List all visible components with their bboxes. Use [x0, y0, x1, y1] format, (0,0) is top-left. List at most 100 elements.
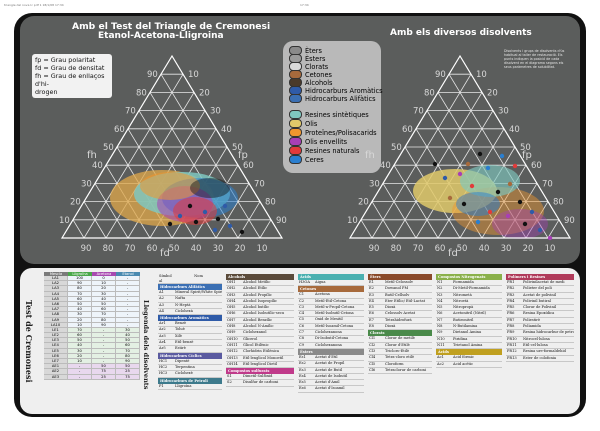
item-code: E2 — [369, 286, 374, 291]
item-name: Poliamida — [523, 324, 541, 329]
item-code: OH12 — [227, 349, 238, 354]
key-line: drogen — [35, 88, 58, 96]
item-code: Es1 — [299, 354, 306, 359]
item-code: PR6 — [507, 311, 515, 316]
table-row: AE1-50 50 — [44, 364, 140, 370]
tick-label-fd: 70 — [125, 244, 136, 254]
item-code: PR11 — [507, 342, 517, 347]
info-text: Disolvents i grups de disolvents d'ús ha… — [504, 49, 565, 69]
item-name: Glicerol — [243, 336, 258, 341]
section-header: Hidrocarburs de Petroli — [158, 377, 222, 384]
list-item: Ac2 Àcid acètic — [436, 362, 502, 368]
tick-label-fp: 60 — [531, 161, 542, 171]
list-item: N1 Formamida — [436, 280, 502, 287]
item-name: Ciclohexà — [175, 308, 193, 313]
legend-label: Resines sintètiques — [305, 110, 369, 119]
list-item: OH3 Alcohol Propílic — [226, 293, 294, 299]
item-name: Celossolv Acetat — [385, 311, 416, 316]
tick-label-fh: 80 — [424, 88, 435, 98]
table-cell: - — [116, 312, 140, 318]
triangle-outline — [348, 54, 572, 239]
list-item: OH5 Alcohol butílic — [226, 305, 294, 312]
item-code: Ar4 — [159, 340, 166, 345]
list-item: E7 Tetrahidrofurà — [368, 318, 432, 325]
diagram-panel: Amb el Test del Triangle de Cremonesi Et… — [20, 16, 580, 264]
ethers-column: Èters E1 Metil-Celossolv E2 Dowanol PM E3 Buti… — [368, 274, 432, 375]
item-name: Etil-benzè — [175, 340, 194, 345]
item-code: S2 — [227, 380, 232, 385]
item-code: OH13 — [227, 355, 238, 360]
list-item: OH6 Alcohol Isobutílic-secu — [226, 311, 294, 318]
item-name: Nitropropà — [453, 305, 474, 310]
item-code: Ar5 — [159, 346, 166, 351]
tick-label-fp: 10 — [188, 70, 199, 80]
list-item: Ar3 Xilè — [158, 334, 222, 341]
item-code: C7 — [299, 330, 305, 335]
list-item: OH9 Ciclohexanol — [226, 330, 294, 337]
item-name: Àcid acètic — [453, 361, 474, 366]
test-table-rows: LA1 100 0- LA2 90 10- LA3 80 20- LA4 70 30- LA5 60 40-… — [44, 276, 140, 380]
tick-label-fd: 50 — [169, 244, 180, 254]
solvent-point — [477, 151, 483, 157]
legend-label: Clorats — [305, 62, 329, 71]
table-row: AE2-75 25 — [44, 369, 140, 375]
header-cell: Mescla — [44, 272, 68, 276]
item-name: Acetat d'Amil — [315, 380, 340, 385]
item-name: Dowanol PM — [385, 286, 409, 291]
item-code: N4 — [437, 298, 443, 303]
item-name: Nitrocel·lulosa — [523, 336, 550, 341]
grid-line — [83, 73, 184, 239]
list-item: N4 Nitroetà — [436, 298, 502, 306]
section-header: Cetones — [298, 286, 364, 293]
table-cell: 40 — [116, 333, 140, 339]
left-diagram-title: Amb el Test del Triangle de Cremonesi — [72, 21, 271, 32]
item-name: N-Butilamina — [453, 324, 478, 329]
solvent-point — [505, 213, 511, 219]
mixture-point — [239, 229, 245, 235]
table-cell: 50 — [68, 301, 92, 308]
item-code: N9 — [437, 330, 443, 335]
legend-item: Ceres — [289, 155, 324, 164]
tick-label-fd: 20 — [523, 244, 534, 254]
grid-line — [94, 183, 129, 239]
item-name: Aigua — [315, 280, 326, 284]
item-name: Glicol Etilènic — [243, 342, 269, 347]
tick-label-fh: 70 — [125, 107, 136, 117]
grid-line — [371, 73, 472, 239]
grid-line — [393, 92, 483, 239]
solvent-point — [487, 209, 493, 215]
table-cell: 30 — [92, 291, 116, 297]
item-code: PR9 — [507, 330, 515, 335]
item-name: Dioxà — [385, 324, 396, 329]
item-name: Resina hidrocarbur de petroli — [523, 330, 574, 335]
item-name: Ciclohexanol — [243, 330, 267, 335]
item-code: OH14 — [227, 361, 238, 366]
item-code: P1 — [159, 383, 164, 388]
tick-label-fh: 10 — [59, 216, 70, 226]
print-header: triangle del nova lc pdf 1 18/1/08 17:34… — [0, 0, 600, 10]
item-code: OH11 — [227, 342, 238, 347]
item-name: Nitrometà — [453, 292, 472, 297]
list-item: Ar4 Etil-benzè — [158, 340, 222, 347]
table-cell: 50 — [116, 338, 140, 344]
item-code: PR4 — [507, 298, 515, 303]
solvent-point — [465, 161, 471, 167]
list-item: C1 Acetona — [298, 292, 364, 299]
item-name: Alcohol Isopropílic — [243, 298, 278, 303]
tick-label-fd: 10 — [545, 244, 556, 254]
item-code: Cl4 — [369, 355, 376, 360]
item-code: A3 — [159, 302, 164, 307]
mixture-point — [222, 203, 228, 209]
item-code: E1 — [369, 280, 374, 284]
table-row: AE3-25 75 — [44, 374, 140, 380]
table-cell: LE1 — [44, 327, 68, 334]
solvent-point — [529, 209, 535, 215]
item-name: Clorur d'Etilè — [385, 342, 410, 347]
table-cell: 70 — [68, 291, 92, 297]
item-code: Ac2 — [437, 361, 444, 366]
list-item: E6 Celossolv Acetat — [368, 311, 432, 318]
list-item: PR2 Polieter del poli — [506, 286, 574, 293]
grid-line — [259, 219, 272, 239]
tick-label-fh: 30 — [369, 179, 380, 189]
